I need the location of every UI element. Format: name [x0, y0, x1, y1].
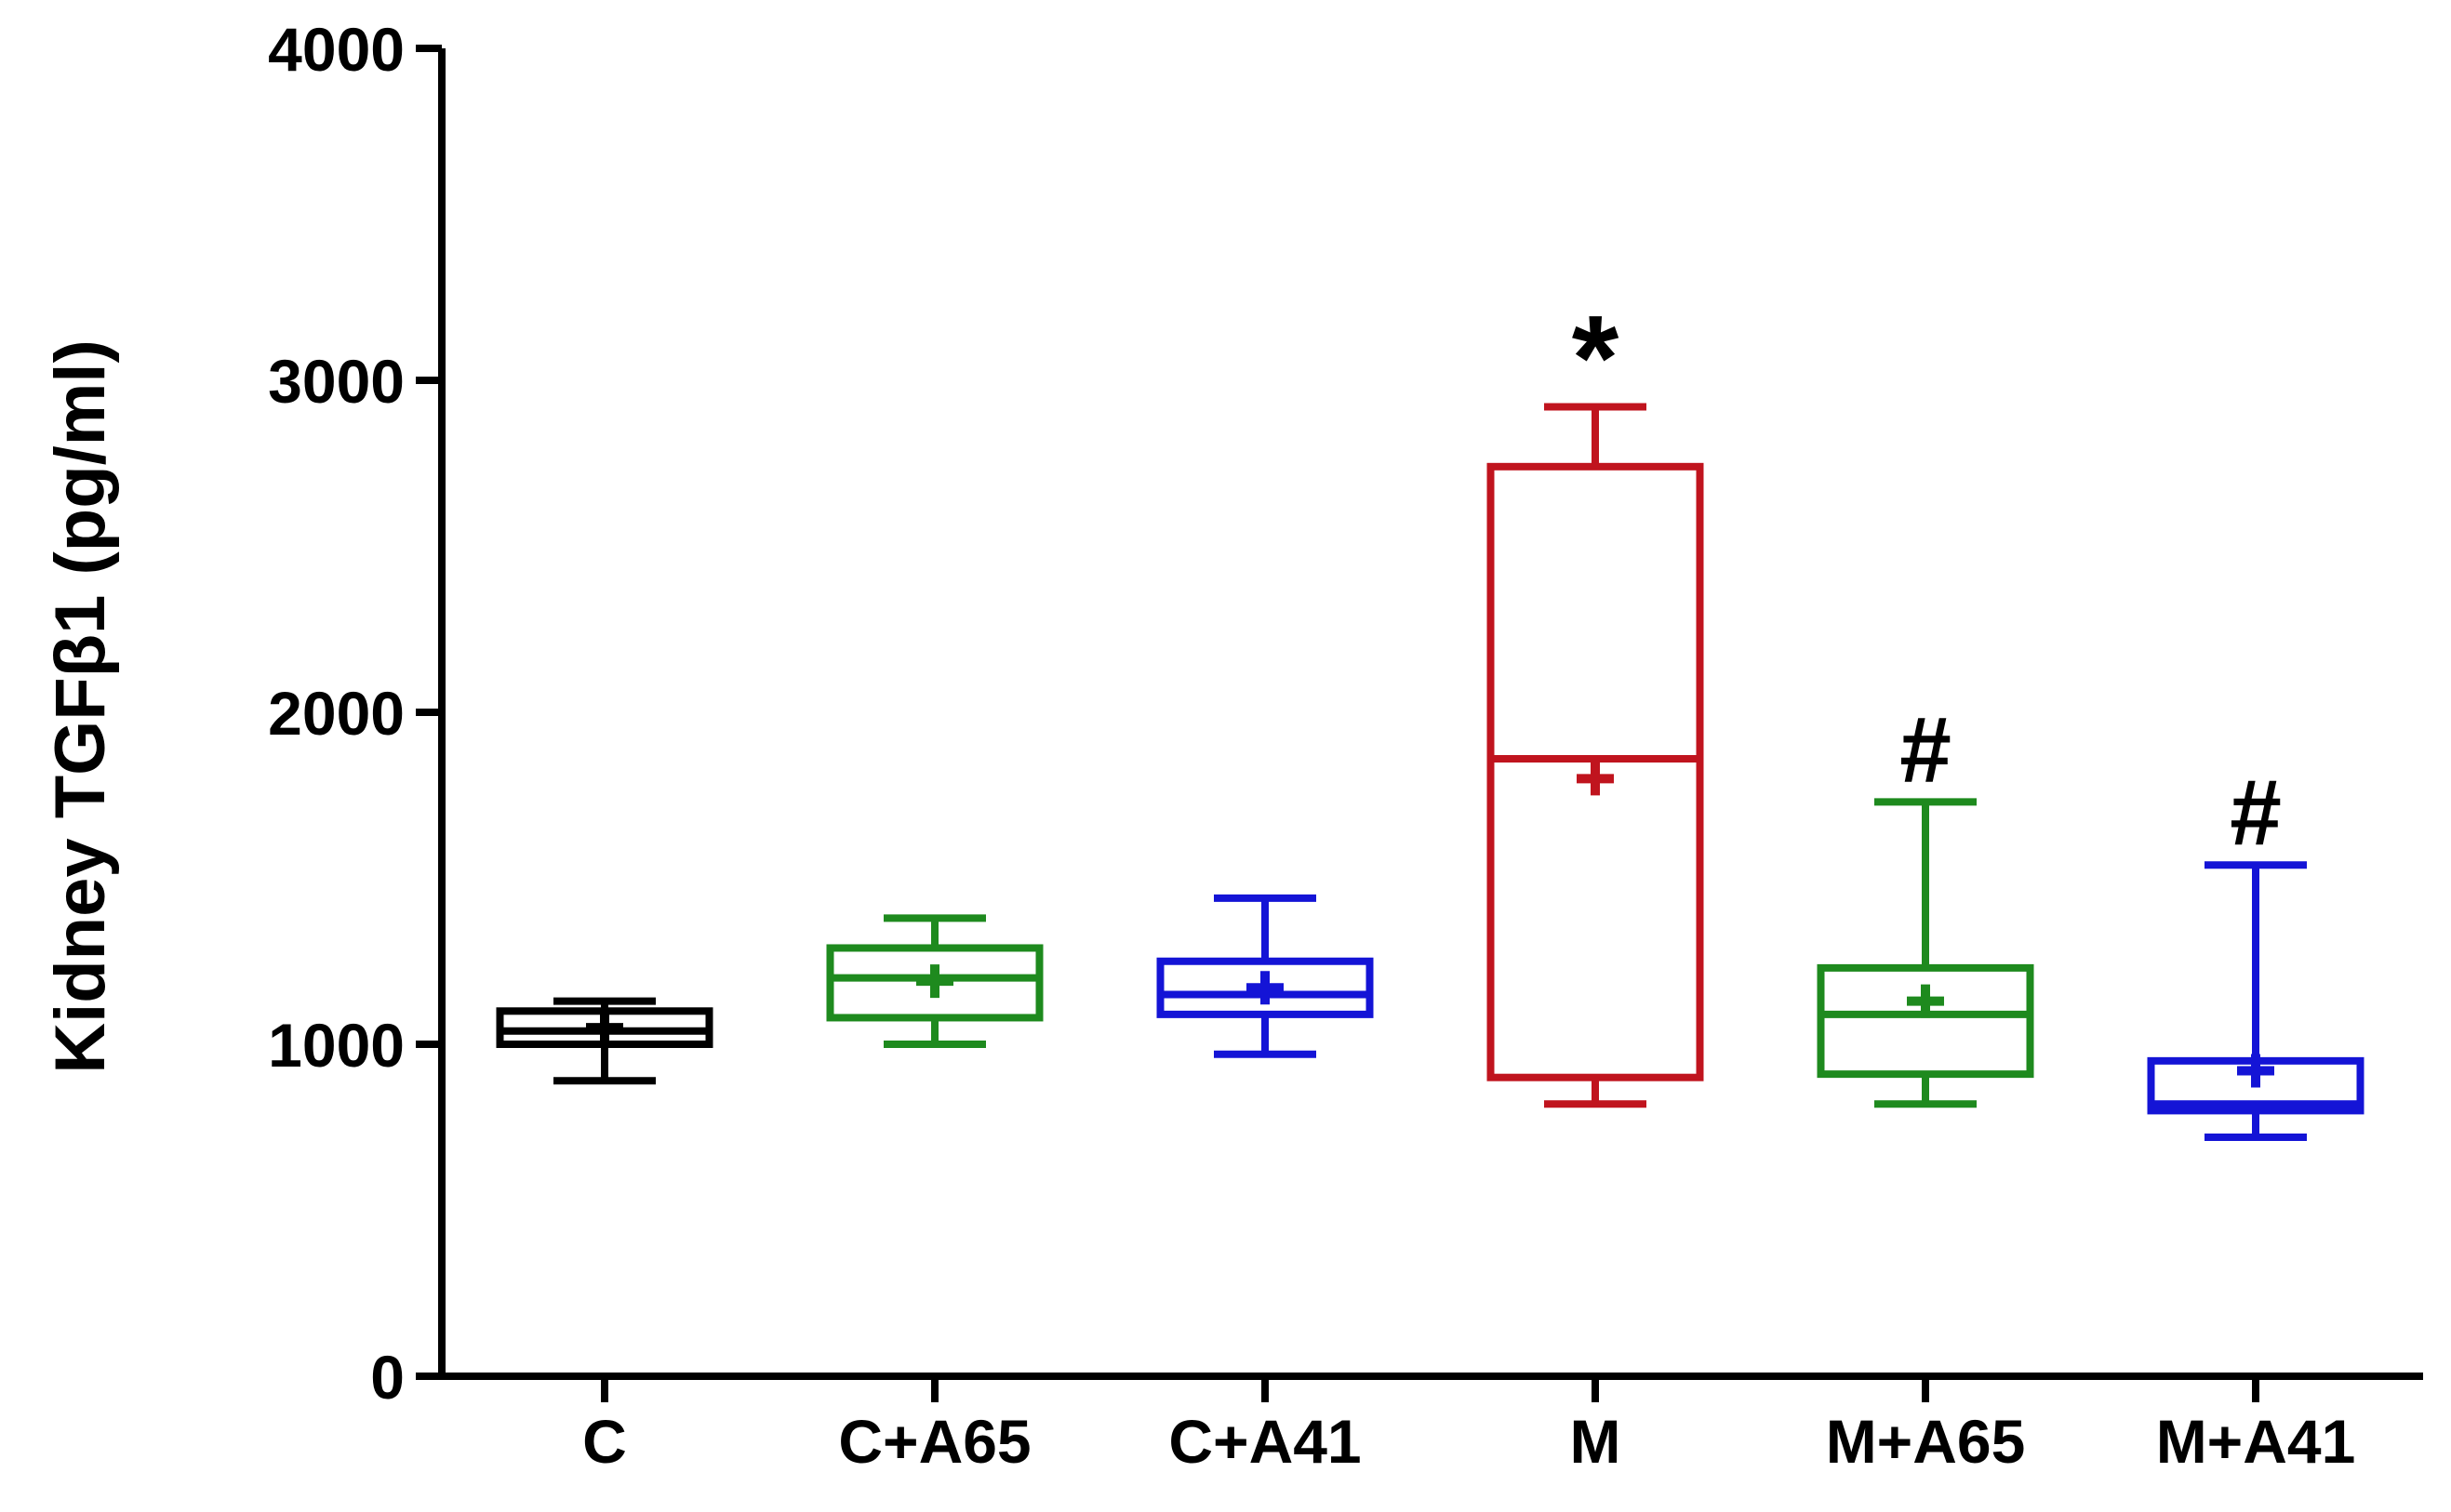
box-M: * [1486, 290, 1704, 1108]
box-C [496, 997, 713, 1085]
y-axis-label: Kidney TGFβ1 (pg/ml) [41, 339, 120, 1074]
iqr-box [826, 944, 1044, 1022]
iqr-box [1817, 963, 2034, 1079]
x-tick-label: M [1570, 1407, 1621, 1476]
x-tick-label: C [582, 1407, 627, 1476]
box-C+A41 [1156, 894, 1374, 1058]
x-tick-label: C+A41 [1168, 1407, 1361, 1476]
boxes: * # # [496, 290, 2364, 1141]
y-tick-label: 3000 [268, 347, 405, 416]
box-M+A41: # [2147, 761, 2364, 1141]
x-ticks: C C+A65 C+A41 M M+A65 M+A41 [582, 1376, 2355, 1476]
y-tick-label: 0 [370, 1343, 405, 1412]
y-tick-label: 2000 [268, 679, 405, 748]
y-tick-label: 1000 [268, 1011, 405, 1080]
y-ticks: 0 1000 2000 3000 4000 [268, 15, 442, 1412]
box-M+A65: # [1817, 697, 2034, 1108]
box-C+A65 [826, 914, 1044, 1048]
y-tick-label: 4000 [268, 15, 405, 84]
x-tick-label: C+A65 [838, 1407, 1031, 1476]
significance-annotation: # [1899, 697, 1951, 802]
x-tick-label: M+A41 [2156, 1407, 2356, 1476]
significance-annotation: # [2230, 761, 2282, 865]
x-tick-label: M+A65 [1826, 1407, 2026, 1476]
significance-annotation: * [1572, 290, 1619, 426]
axes [438, 48, 2423, 1380]
